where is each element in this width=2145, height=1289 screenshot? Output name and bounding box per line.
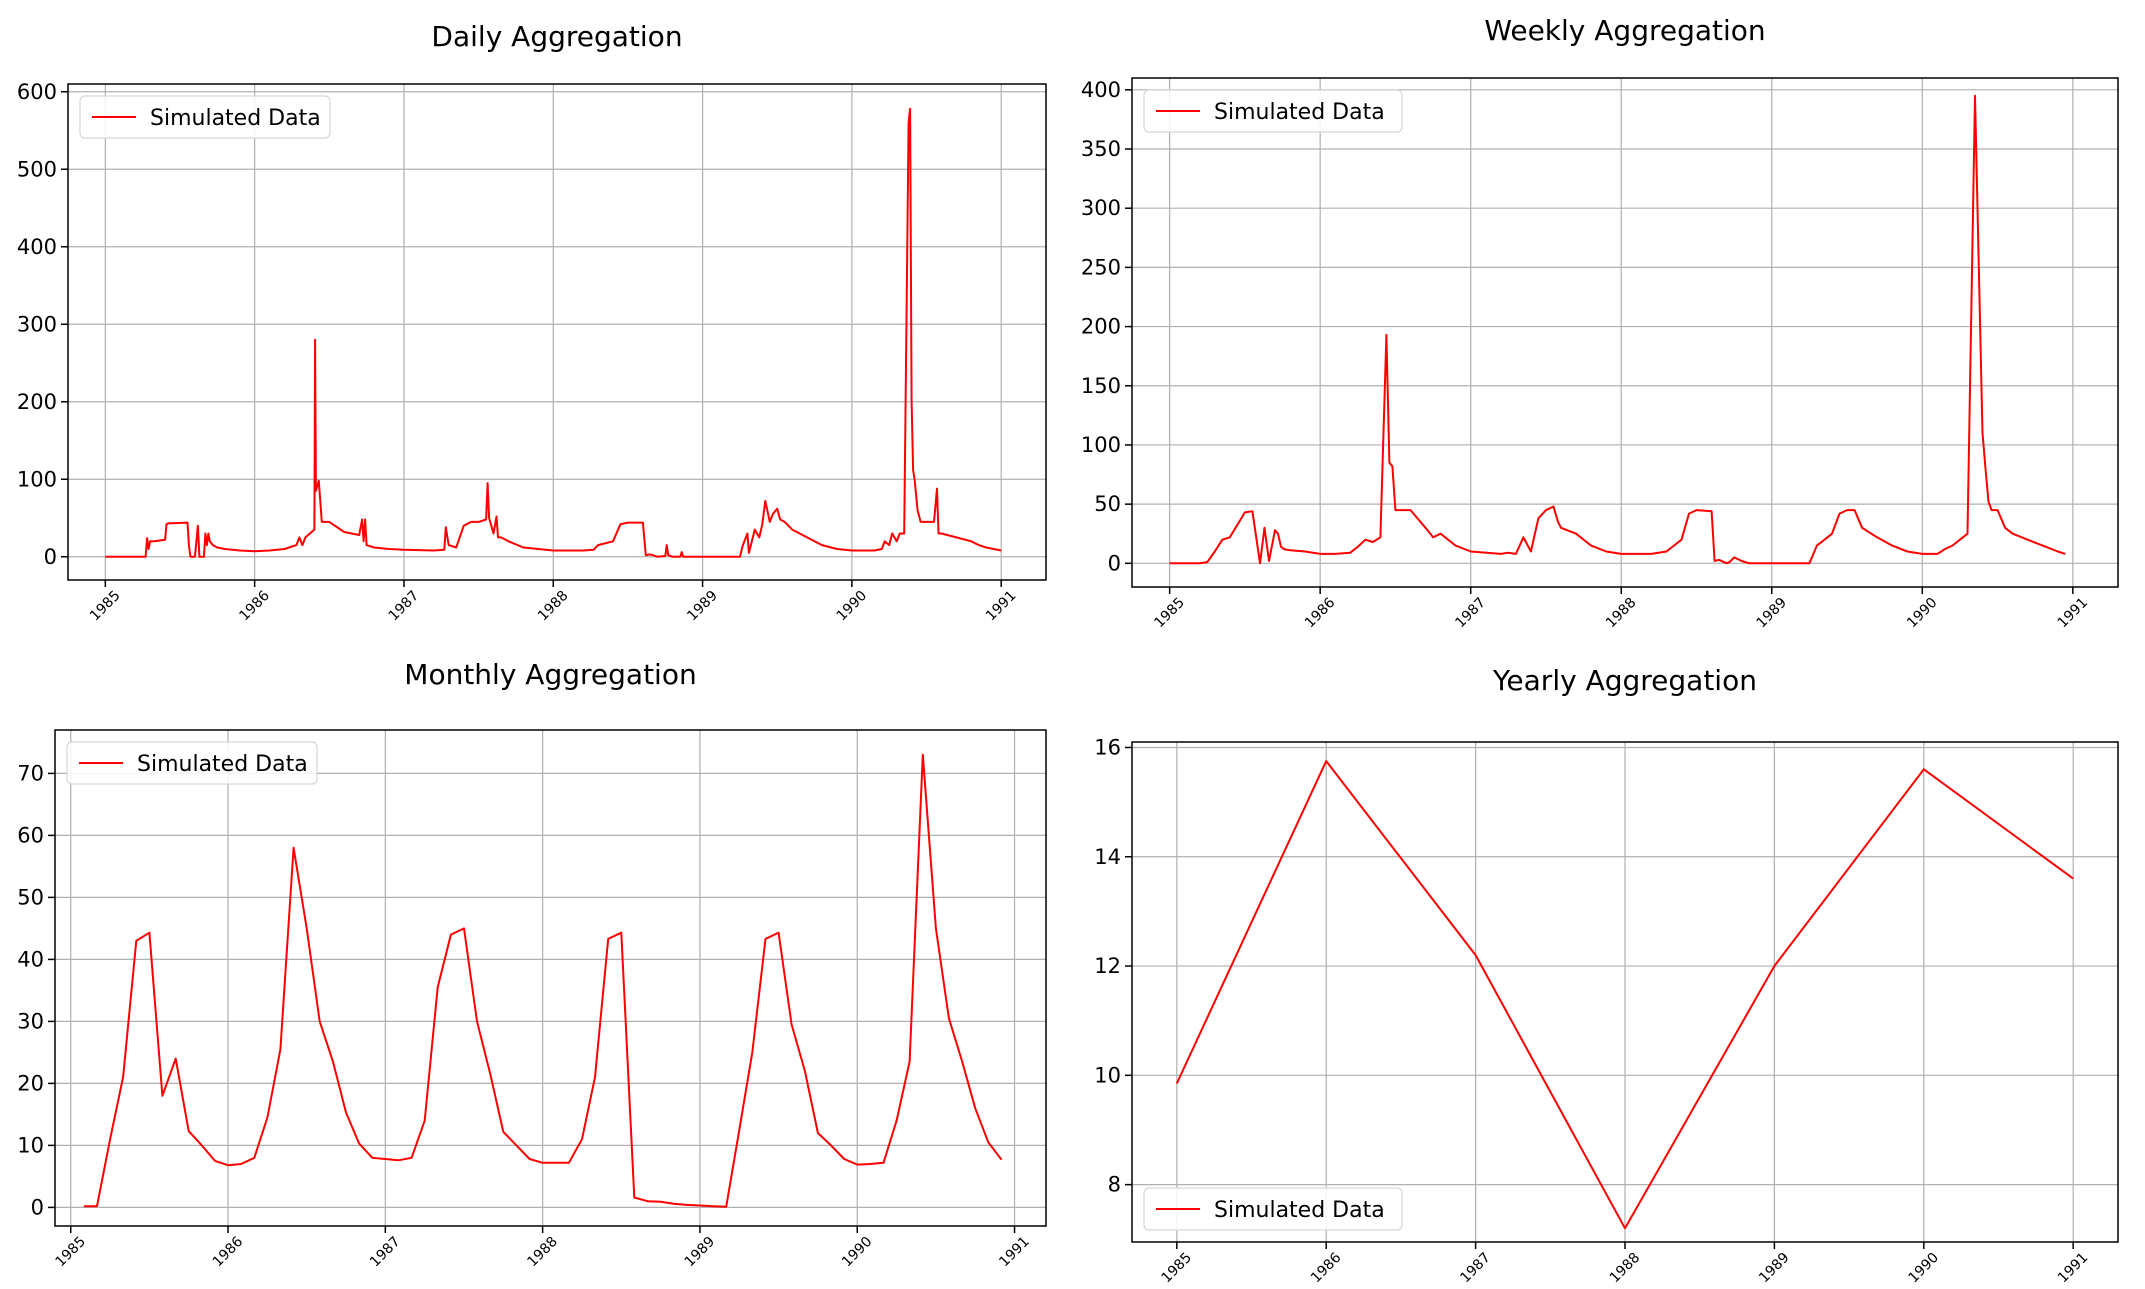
y-tick-label: 16	[1094, 735, 1121, 759]
chart-title: Weekly Aggregation	[1484, 14, 1765, 47]
legend: Simulated Data	[79, 95, 331, 139]
x-tick-label: 1989	[684, 588, 721, 625]
x-tick-label: 1989	[682, 1234, 719, 1271]
legend-box	[79, 95, 331, 139]
x-tick-label: 1990	[834, 588, 871, 625]
x-tick-label: 1989	[1754, 595, 1791, 632]
weekly-aggregation-panel: Weekly Aggregation 0 50 100 150 200 250 300 350 4…	[1072, 0, 2145, 644]
legend: Simulated Data	[1143, 89, 1403, 133]
grid	[1132, 78, 2118, 587]
x-tick-label: 1985	[87, 588, 124, 625]
y-tick-label: 150	[1081, 374, 1121, 398]
y-tick-label: 8	[1108, 1173, 1121, 1197]
y-tick-label: 60	[17, 823, 44, 847]
x-tick-label: 1989	[1756, 1250, 1793, 1287]
y-tick-label: 100	[17, 467, 57, 491]
y-tick-label: 250	[1081, 255, 1121, 279]
x-tick-label: 1991	[2055, 595, 2092, 632]
x-tick-label: 1987	[367, 1234, 404, 1271]
x-tick-label: 1986	[1308, 1250, 1345, 1287]
legend-box	[66, 741, 318, 785]
chart-title: Monthly Aggregation	[404, 658, 696, 691]
y-tick-label: 300	[1081, 196, 1121, 220]
x-tick-label: 1985	[1151, 595, 1188, 632]
y-tick-label: 100	[1081, 433, 1121, 457]
weekly-aggregation-chart: Weekly Aggregation 0 50 100 150 200 250 300 350 4…	[1081, 14, 2119, 632]
x-tick-label: 1988	[535, 588, 572, 625]
x-tick-label: 1991	[2055, 1250, 2092, 1287]
y-tick-label: 200	[17, 390, 57, 414]
y-tick-label: 400	[1081, 78, 1121, 102]
x-tick-label: 1986	[1302, 595, 1339, 632]
grid	[1132, 742, 2118, 1242]
yearly-aggregation-panel: Yearly Aggregation 8 10 12 14 16 1985 1986 1987 1…	[1072, 644, 2145, 1289]
series-line-0	[105, 107, 1002, 558]
x-tick-label: 1987	[1452, 595, 1489, 632]
y-tick-label: 40	[17, 947, 44, 971]
monthly-aggregation-chart: Monthly Aggregation 0 10 20 30 40 50 60 70 1985 19…	[17, 658, 1047, 1271]
y-tick-label: 20	[17, 1071, 44, 1095]
y-tick-label: 50	[17, 885, 44, 909]
chart-title: Yearly Aggregation	[1492, 664, 1757, 697]
series-line-0	[1169, 94, 2066, 565]
y-tick-label: 0	[1108, 551, 1121, 575]
plot-frame	[67, 83, 1047, 581]
x-tick-label: 1987	[386, 588, 423, 625]
x-tick-label: 1990	[839, 1234, 876, 1271]
legend: Simulated Data	[1143, 1187, 1403, 1231]
x-tick-label: 1987	[1457, 1250, 1494, 1287]
series-line-0	[1175, 760, 2074, 1230]
y-tick-label: 350	[1081, 137, 1121, 161]
x-tick-label: 1988	[1607, 1250, 1644, 1287]
y-tick-label: 14	[1094, 845, 1121, 869]
y-tick-label: 70	[17, 761, 44, 785]
x-tick-label: 1990	[1906, 1250, 1943, 1287]
chart-title: Daily Aggregation	[431, 20, 682, 53]
plot-frame	[1131, 77, 2119, 588]
legend-label: Simulated Data	[137, 752, 308, 777]
y-tick-label: 30	[17, 1009, 44, 1033]
legend-box	[1143, 89, 1403, 133]
y-tick-label: 600	[17, 80, 57, 104]
daily-aggregation-chart: Daily Aggregation 0 100 200 300 400 500 600 1985…	[17, 20, 1047, 625]
legend-label: Simulated Data	[150, 106, 321, 131]
x-tick-label: 1988	[524, 1234, 561, 1271]
y-tick-label: 50	[1094, 492, 1121, 516]
x-tick-label: 1988	[1603, 595, 1640, 632]
x-tick-label: 1991	[983, 588, 1020, 625]
yearly-aggregation-chart: Yearly Aggregation 8 10 12 14 16 1985 1986 1987 1…	[1094, 664, 2119, 1287]
series-line-0	[83, 753, 1003, 1208]
y-tick-label: 0	[31, 1195, 44, 1219]
x-tick-label: 1991	[996, 1234, 1033, 1271]
legend-box	[1143, 1187, 1403, 1231]
x-tick-label: 1986	[210, 1234, 247, 1271]
y-tick-label: 12	[1094, 954, 1121, 978]
x-tick-label: 1985	[1159, 1250, 1196, 1287]
y-tick-label: 400	[17, 235, 57, 259]
daily-aggregation-panel: Daily Aggregation 0 100 200 300 400 500 600 1985…	[0, 0, 1072, 644]
y-tick-label: 200	[1081, 315, 1121, 339]
grid	[55, 730, 1046, 1226]
y-tick-label: 10	[17, 1133, 44, 1157]
y-tick-label: 300	[17, 312, 57, 336]
x-tick-label: 1986	[236, 588, 273, 625]
y-tick-label: 0	[44, 545, 57, 569]
y-tick-label: 10	[1094, 1063, 1121, 1087]
monthly-aggregation-panel: Monthly Aggregation 0 10 20 30 40 50 60 70 1985 19…	[0, 644, 1072, 1289]
plot-frame	[54, 729, 1047, 1227]
legend-label: Simulated Data	[1214, 1198, 1385, 1223]
grid	[68, 84, 1046, 580]
x-tick-label: 1985	[52, 1234, 89, 1271]
legend-label: Simulated Data	[1214, 100, 1385, 125]
x-tick-label: 1990	[1904, 595, 1941, 632]
legend: Simulated Data	[66, 741, 318, 785]
y-tick-label: 500	[17, 157, 57, 181]
